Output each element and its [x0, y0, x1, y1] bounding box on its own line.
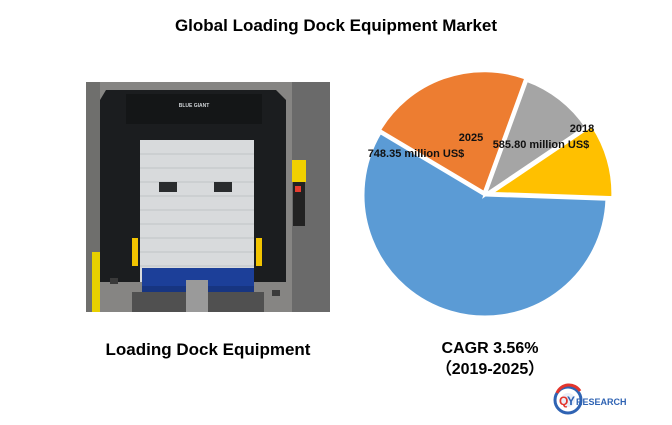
- chart-title: Global Loading Dock Equipment Market: [174, 16, 498, 35]
- pie-chart: 2025 748.35 million US$ 2018 585.80 mill…: [361, 69, 615, 319]
- slice-orange: [377, 69, 528, 195]
- cagr-text: CAGR 3.56% （2019-2025）: [400, 338, 580, 380]
- slice-blue: [361, 130, 609, 319]
- cagr-period: （2019-2025）: [435, 361, 545, 378]
- svg-text:Y: Y: [567, 394, 575, 408]
- loading-dock-photo: BLUE GIANT: [86, 82, 330, 312]
- label-2025-value: 748.35 million US$: [368, 148, 465, 160]
- label-2018-value: 585.80 million US$: [493, 139, 590, 151]
- label-2025-year: 2025: [459, 132, 483, 144]
- slice-gray: [482, 78, 589, 199]
- svg-text:Q: Q: [559, 394, 568, 408]
- cagr-rate: CAGR 3.56%: [441, 340, 539, 357]
- qyresearch-logo: Q Y RESEARCH: [553, 383, 627, 415]
- slice-yellow: [486, 123, 615, 200]
- door-brand-text: BLUE GIANT: [179, 103, 210, 109]
- label-2018-year: 2018: [570, 123, 594, 135]
- svg-text:RESEARCH: RESEARCH: [576, 397, 627, 407]
- photo-caption: Loading Dock Equipment: [105, 340, 311, 359]
